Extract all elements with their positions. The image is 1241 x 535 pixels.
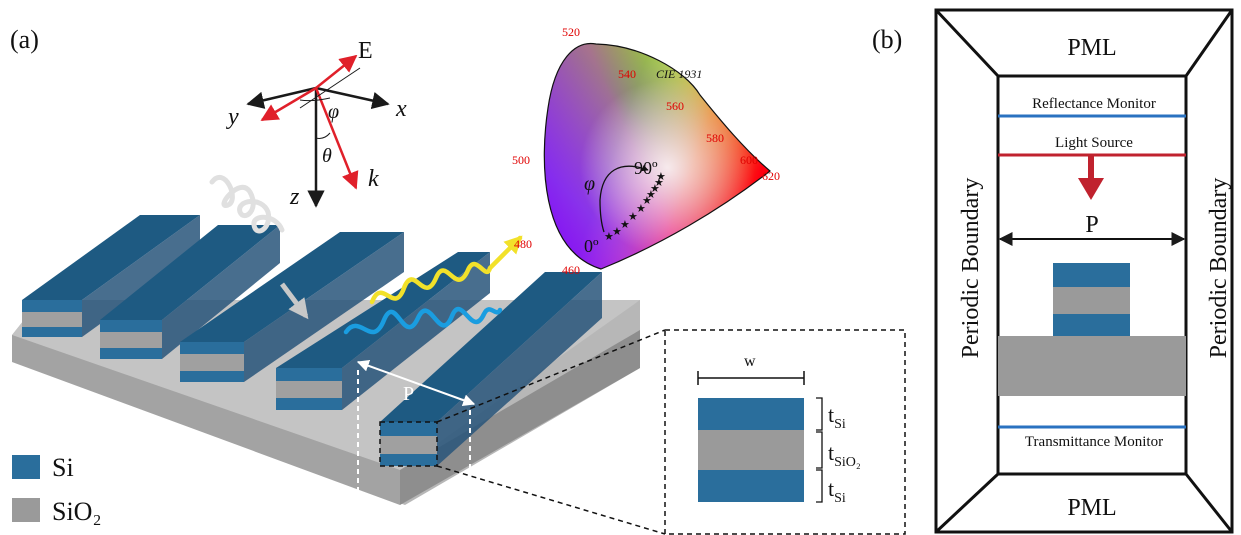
cell-sio2	[1053, 287, 1130, 314]
angle-label-theta: θ	[322, 145, 332, 167]
inset-t-si-bottom: tSi	[828, 476, 846, 506]
cie-trajectory: ★ ★ ★ ★ ★ ★ ★ ★ ★ ★	[604, 171, 666, 243]
axis-label-z: z	[289, 184, 300, 210]
cie-tick: 580	[706, 131, 724, 145]
cie-title: CIE 1931	[656, 67, 702, 81]
cie-diagram: CIE 1931 520 540 560 580 600 620 500 480…	[512, 25, 780, 277]
cie-angle-arrow	[599, 164, 649, 233]
simulation-box: PML PML Reflectance Monitor Light Source…	[934, 8, 1234, 534]
cie-tick: 620	[762, 169, 780, 183]
cie-tick: 540	[618, 67, 636, 81]
cie-tick: 600	[740, 153, 758, 167]
inset-sio2	[698, 430, 804, 470]
cie-angle-symbol: φ	[584, 173, 595, 195]
light-source-arrow-shaft	[1088, 155, 1094, 179]
svg-text:★: ★	[646, 189, 656, 201]
svg-text:★: ★	[628, 211, 638, 223]
period-label-a: P	[403, 383, 414, 405]
pml-bottom-label: PML	[1067, 495, 1116, 521]
cie-tick: 460	[562, 263, 580, 277]
period-indicator-a: P	[356, 360, 476, 505]
panel-b-label: (b)	[872, 25, 902, 54]
legend-swatch-sio2	[12, 498, 40, 522]
inset-si-bottom	[698, 470, 804, 502]
cie-tick: 520	[562, 25, 580, 39]
transmittance-monitor-label: Transmittance Monitor	[1025, 434, 1163, 450]
cie-tick: 480	[514, 237, 532, 251]
period-label-b: P	[1085, 212, 1098, 238]
angle-label-phi: φ	[328, 101, 339, 123]
periodic-boundary-right: Periodic Boundary	[1206, 178, 1232, 359]
svg-text:★: ★	[620, 219, 630, 231]
light-source-arrow-head	[1078, 178, 1104, 200]
svg-text:★: ★	[612, 226, 622, 238]
legend-swatch-si	[12, 455, 40, 479]
cie-locus	[543, 42, 771, 270]
cie-label-90: 90º	[634, 158, 658, 178]
reflected-wave	[369, 235, 523, 305]
inset-si-top	[698, 398, 804, 430]
cie-tick: 500	[512, 153, 530, 167]
periodic-boundary-left: Periodic Boundary	[958, 178, 984, 359]
transmitted-wave	[343, 306, 503, 335]
axis-label-E: E	[358, 38, 373, 64]
cell-si-bottom	[1053, 314, 1130, 336]
inset-t-si-top: tSi	[828, 402, 846, 432]
axis-label-x: x	[395, 96, 407, 122]
grating-bar-3	[180, 232, 404, 382]
cell-substrate	[998, 336, 1186, 396]
inset-t-sio2: tSiO₂	[828, 440, 861, 470]
axis-label-k: k	[368, 166, 379, 192]
svg-text:★: ★	[656, 171, 666, 183]
legend-label-si: Si	[52, 453, 74, 482]
svg-text:★: ★	[650, 183, 660, 195]
grating-bar-2	[100, 225, 280, 359]
legend-label-sio2: SiO₂	[52, 497, 102, 526]
svg-text:★: ★	[604, 231, 614, 243]
svg-text:★: ★	[642, 195, 652, 207]
cie-tick: 560	[666, 99, 684, 113]
material-legend: Si SiO₂	[12, 453, 102, 526]
cie-label-0: 0º	[584, 236, 599, 256]
inset-width-label: w	[744, 353, 756, 370]
svg-text:★: ★	[654, 177, 664, 189]
incident-wave	[209, 175, 309, 320]
cell-si-top	[1053, 263, 1130, 287]
panel-a-label: (a)	[10, 25, 39, 54]
unit-cell-inset: w tSi tSiO₂ tSi	[379, 329, 906, 535]
grating-bar-1	[22, 215, 200, 337]
svg-text:★: ★	[636, 203, 646, 215]
pml-top-label: PML	[1067, 35, 1116, 61]
reflectance-monitor-label: Reflectance Monitor	[1032, 96, 1156, 112]
axis-label-y: y	[226, 104, 239, 130]
coordinate-axes: E x y z k φ θ	[226, 38, 407, 210]
light-source-label: Light Source	[1055, 135, 1133, 151]
